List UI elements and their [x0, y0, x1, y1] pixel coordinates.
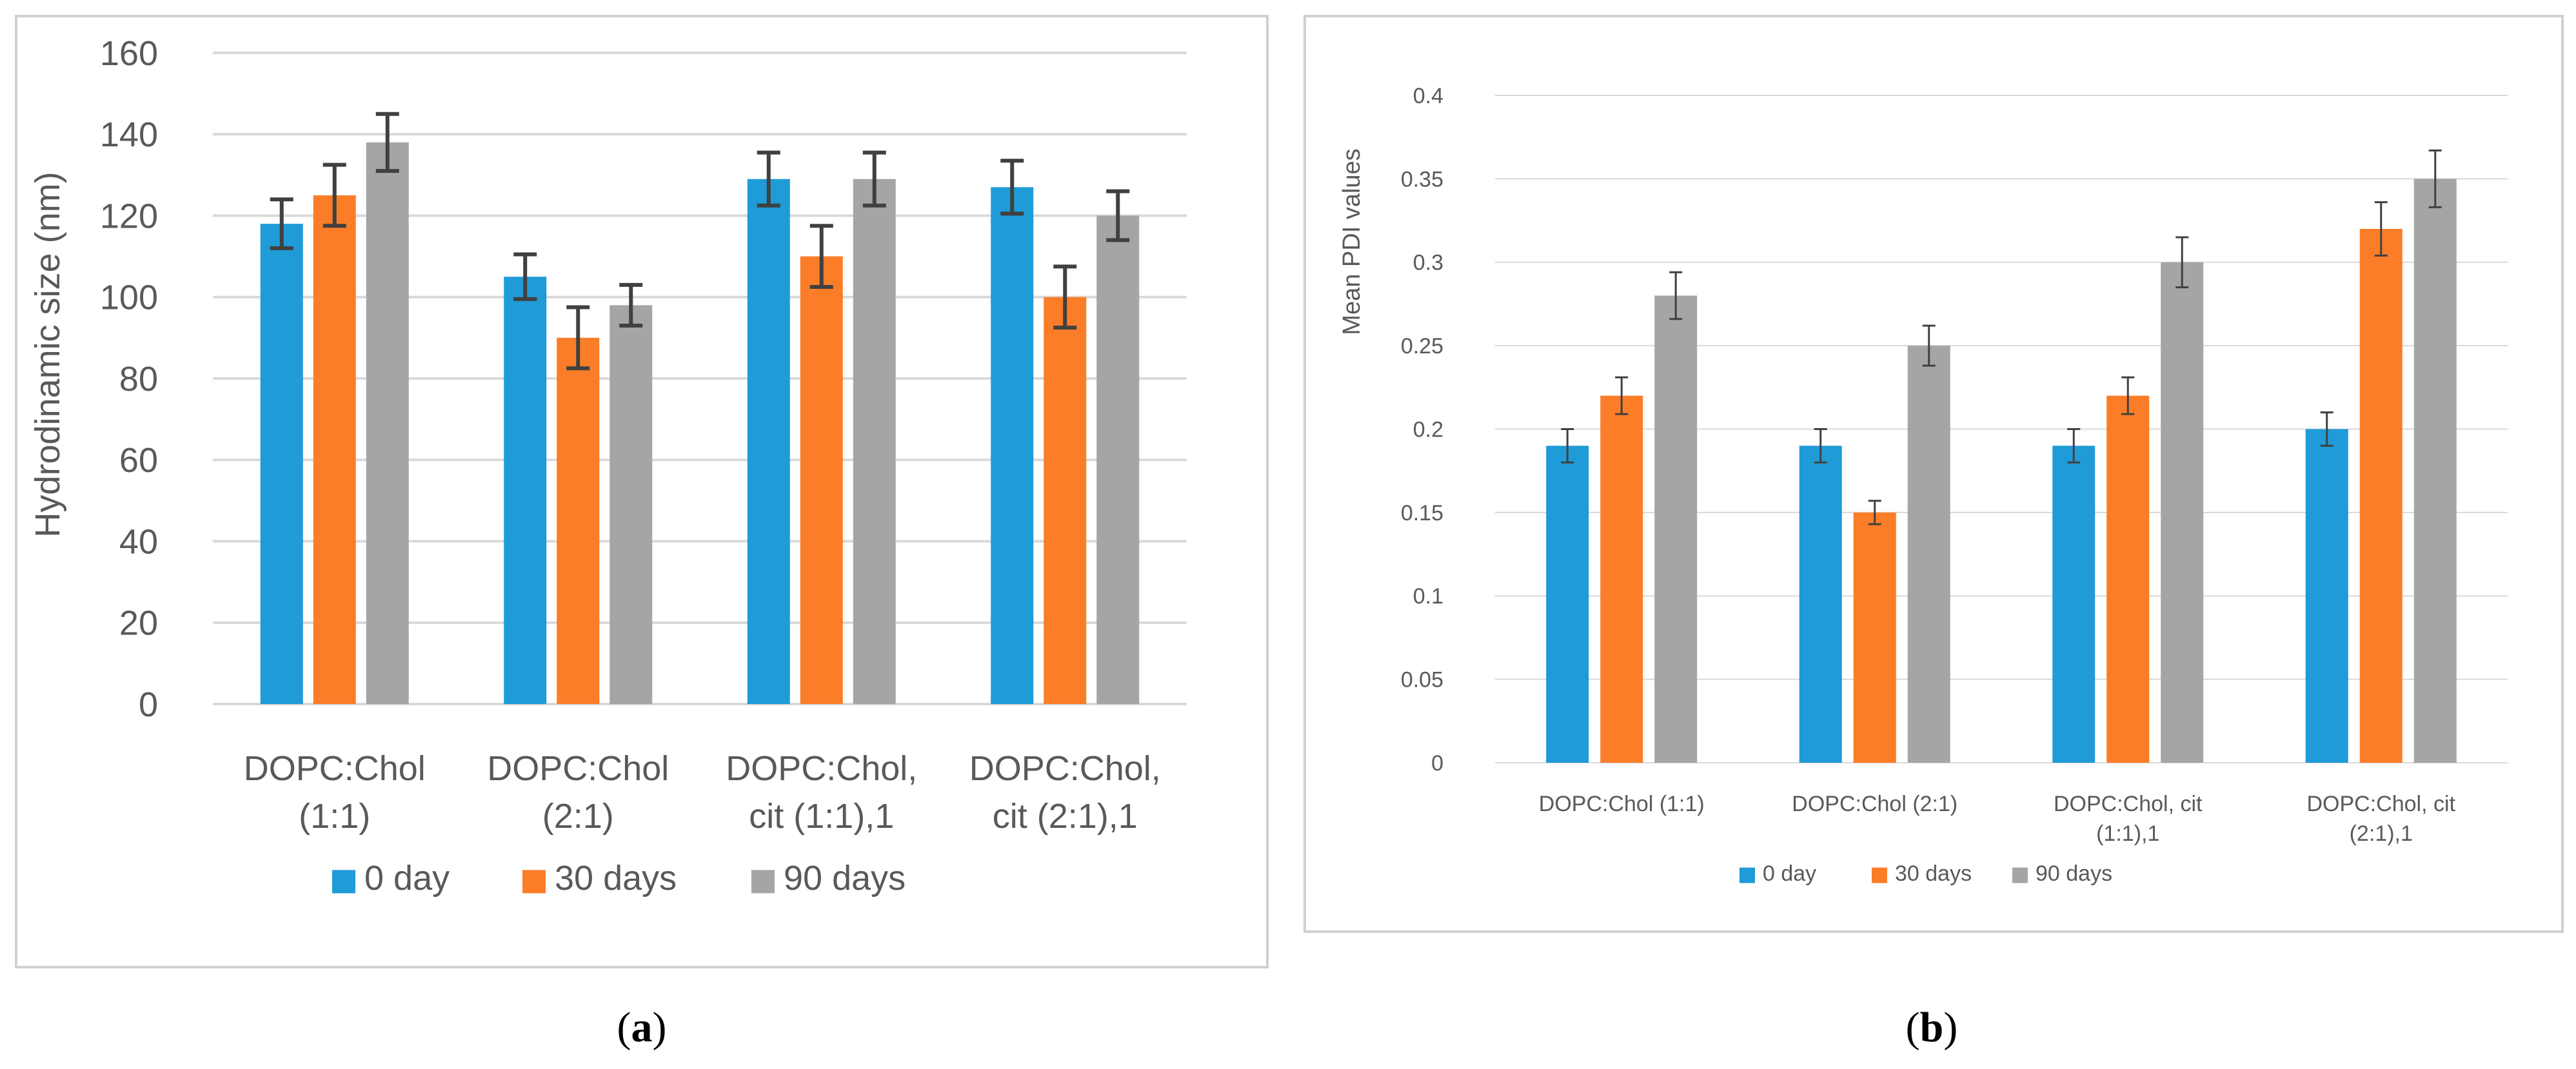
bar	[366, 142, 409, 704]
bar	[1096, 215, 1140, 704]
y-tick-label: 60	[119, 441, 158, 480]
bar	[2161, 262, 2204, 763]
category-label: (1:1),1	[2096, 821, 2159, 846]
bar	[313, 195, 356, 704]
y-tick-label: 0	[1431, 751, 1443, 776]
y-tick-label: 0.4	[1413, 84, 1443, 108]
bar	[609, 305, 653, 704]
legend-swatch	[1872, 867, 1887, 883]
bar	[1546, 446, 1589, 763]
legend-label: 0 day	[1763, 861, 1816, 886]
chart-b-error-bars	[1561, 149, 2442, 525]
bar	[1654, 295, 1698, 763]
bar	[1853, 512, 1896, 763]
chart-b-bars	[1546, 179, 2457, 763]
bar	[1907, 346, 1950, 763]
legend-item: 90 days	[751, 859, 906, 897]
y-tick-label: 0.1	[1413, 584, 1443, 609]
bar	[747, 179, 790, 704]
caption-a-letter: a	[631, 1004, 653, 1051]
caption-a: (a)	[617, 1004, 667, 1051]
y-tick-label: 20	[119, 604, 158, 643]
bar	[2305, 429, 2348, 763]
bar	[1600, 395, 1643, 763]
y-tick-label: 120	[100, 197, 158, 235]
y-tick-label: 100	[100, 279, 158, 317]
category-label: DOPC:Chol (2:1)	[1792, 792, 1957, 816]
legend-label: 90 days	[784, 859, 906, 897]
bar	[1799, 446, 1842, 763]
y-tick-label: 0.15	[1401, 501, 1443, 525]
y-tick-label: 0.3	[1413, 251, 1443, 275]
y-tick-label: 0.05	[1401, 668, 1443, 692]
category-label: (2:1)	[542, 797, 614, 836]
chart-b-y-ticks: 0 0.05 0.1 0.15 0.2 0.25 0.3 0.35 0.4	[1401, 84, 1443, 776]
chart-b-y-axis-label: Mean PDI values	[1338, 148, 1365, 335]
legend-swatch	[522, 870, 546, 894]
category-label: DOPC:Chol	[244, 749, 426, 788]
y-tick-label: 0	[139, 685, 158, 724]
legend-item: 0 day	[1739, 861, 1816, 886]
category-label: cit (2:1),1	[993, 797, 1138, 836]
legend-label: 0 day	[364, 859, 450, 897]
chart-a-bars	[260, 142, 1140, 704]
chart-a-y-axis-label: Hydrodinamic size (nm)	[28, 172, 67, 537]
legend-swatch	[2012, 867, 2028, 883]
legend-swatch	[751, 870, 775, 894]
legend-label: 30 days	[1895, 861, 1972, 886]
y-tick-label: 80	[119, 360, 158, 398]
category-label: DOPC:Chol,	[969, 749, 1161, 788]
bar	[2106, 395, 2150, 763]
chart-a-y-ticks: 0 20 40 60 80 100 120 140 160	[100, 34, 158, 724]
legend-item: 0 day	[332, 859, 450, 897]
legend-item: 30 days	[522, 859, 677, 897]
y-tick-label: 140	[100, 115, 158, 154]
category-label: DOPC:Chol (1:1)	[1539, 792, 1705, 816]
y-tick-label: 40	[119, 522, 158, 561]
chart-a-error-bars	[270, 112, 1130, 371]
bar	[2413, 179, 2457, 763]
caption-b: (b)	[1906, 1004, 1958, 1051]
chart-b: 0 0.05 0.1 0.15 0.2 0.25 0.3 0.35 0.4 DOPC:Chol …	[1303, 15, 2564, 933]
category-label: DOPC:Chol, cit	[2054, 792, 2203, 816]
category-label: (2:1),1	[2350, 821, 2413, 846]
bar	[800, 256, 843, 704]
category-label: DOPC:Chol,	[726, 749, 917, 788]
bar	[557, 337, 600, 704]
legend-swatch	[332, 870, 355, 894]
category-label: cit (1:1),1	[749, 797, 894, 836]
bar	[991, 187, 1034, 704]
legend-swatch	[1739, 867, 1755, 883]
y-tick-label: 160	[100, 34, 158, 73]
chart-a-category-labels: DOPC:Chol (1:1) DOPC:Chol (2:1) DOPC:Chol, ci…	[244, 749, 1161, 836]
y-tick-label: 0.2	[1413, 417, 1443, 442]
category-label: (1:1)	[299, 797, 370, 836]
caption-b-letter: b	[1920, 1004, 1944, 1051]
chart-b-legend: 0 day 30 days 90 days	[1739, 861, 2112, 886]
legend-item: 90 days	[2012, 861, 2112, 886]
category-label: DOPC:Chol, cit	[2307, 792, 2456, 816]
chart-a-legend: 0 day 30 days 90 days	[332, 859, 906, 897]
bar	[2359, 229, 2403, 763]
bar	[1044, 297, 1087, 704]
bar	[504, 277, 547, 704]
legend-label: 90 days	[2036, 861, 2112, 886]
bar	[853, 179, 896, 704]
chart-b-category-labels: DOPC:Chol (1:1) DOPC:Chol (2:1) DOPC:Chol,…	[1539, 792, 2456, 846]
legend-item: 30 days	[1872, 861, 1972, 886]
y-tick-label: 0.35	[1401, 167, 1443, 191]
category-label: DOPC:Chol	[487, 749, 669, 788]
legend-label: 30 days	[555, 859, 677, 897]
bar	[260, 224, 303, 704]
bar	[2052, 446, 2095, 763]
y-tick-label: 0.25	[1401, 334, 1443, 358]
